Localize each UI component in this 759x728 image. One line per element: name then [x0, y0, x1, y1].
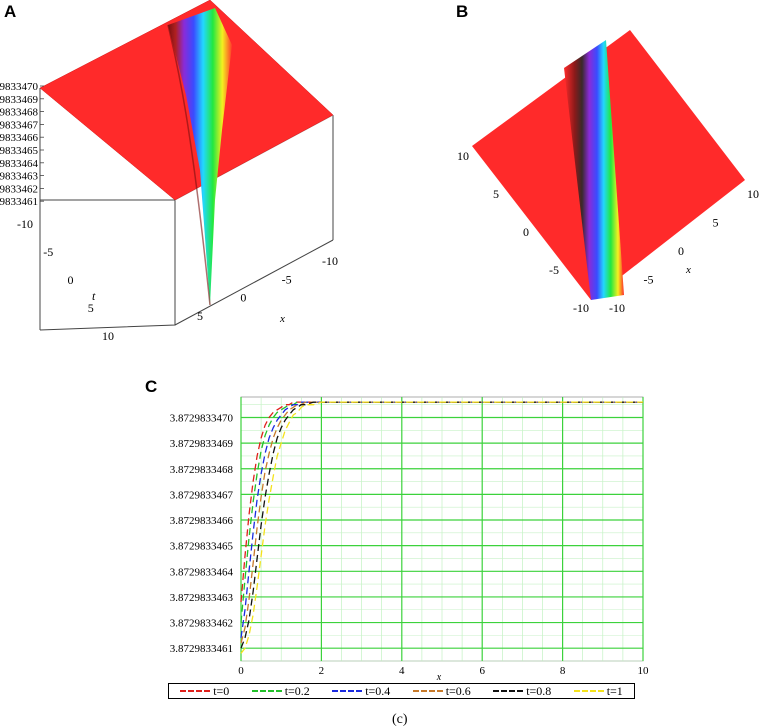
legend-swatch — [573, 690, 604, 692]
legend-item: t=0.8 — [493, 684, 551, 699]
z-tick-label: 729833470 — [0, 81, 39, 93]
panel-a-x-axis-label: x — [279, 313, 285, 325]
x-tick-label: 10 — [638, 665, 650, 677]
legend-item: t=0.2 — [251, 683, 310, 699]
x-tick-label: 0 — [678, 244, 684, 258]
x-tick-label: -10 — [609, 301, 625, 315]
legend-swatch — [412, 690, 443, 692]
y-tick-label: 3.8729833469 — [170, 438, 234, 450]
x-tick-label: -10 — [322, 254, 338, 268]
panel-c-series — [240, 401, 643, 654]
panel-a-soliton-ridge — [167, 24, 211, 306]
panel-c-plot-area — [240, 396, 644, 662]
panel-a-t-ticks: -10 -5 05 10 — [17, 217, 114, 343]
t-tick-label: -5 — [549, 263, 559, 277]
y-tick-label: 3.8729833468 — [170, 464, 234, 476]
t-tick-label: 10 — [102, 329, 114, 343]
t-tick-label: 5 — [493, 187, 499, 201]
x-tick-label: 5 — [197, 309, 203, 323]
series-line-t-0 — [240, 401, 643, 603]
panel-a-t-axis-label: t — [92, 289, 96, 303]
legend-label: t=1 — [606, 683, 623, 698]
legend-label: t=0.6 — [445, 683, 471, 698]
t-tick-label: -10 — [17, 217, 33, 231]
panel-a-box-edge — [174, 239, 334, 326]
z-tick-label: 729833465 — [0, 145, 39, 157]
x-tick-label: 4 — [399, 665, 405, 677]
panel-b-x-ticks: 10 5 0 -5 -10 — [609, 187, 759, 315]
panel-c-legend: t=0 t=0.2 t=0.4 t=0.6 t=0.8 t=1 — [168, 683, 635, 699]
x-tick-label: 2 — [319, 665, 325, 677]
panel-a-label: A — [4, 2, 17, 21]
y-tick-label: 3.8729833463 — [170, 592, 234, 604]
x-tick-label: 5 — [713, 216, 719, 230]
panel-b-t-ticks: 10 5 0 -5 -10 — [457, 149, 589, 315]
series-line-t-0-2 — [240, 401, 643, 623]
x-tick-label: -5 — [644, 273, 654, 287]
x-tick-label: -5 — [282, 272, 292, 286]
legend-label: t=0.2 — [284, 683, 310, 698]
legend-item: t=1 — [573, 683, 623, 699]
panel-a-z-ticks: 7298334707298334697298334687298334677298… — [0, 81, 44, 208]
y-tick-label: 3.8729833462 — [170, 618, 233, 630]
t-tick-label: 0 — [68, 273, 74, 287]
t-tick-label: 5 — [88, 301, 94, 315]
series-line-t-0-8 — [240, 401, 643, 649]
series-line-t-1 — [240, 401, 643, 654]
panel-c-x-axis-label: x — [436, 672, 442, 683]
x-tick-label: 8 — [560, 665, 566, 677]
z-tick-label: 729833467 — [0, 119, 39, 131]
y-tick-label: 3.8729833461 — [170, 643, 233, 655]
legend-label: t=0 — [213, 683, 230, 698]
z-tick-label: 729833469 — [0, 94, 39, 106]
legend-label: t=0.8 — [526, 683, 552, 698]
legend-label: t=0.4 — [365, 683, 391, 698]
t-tick-label: -10 — [573, 301, 589, 315]
panel-a-x-ticks: -10 -5 0 5 — [197, 254, 338, 323]
panel-b-label: B — [456, 2, 469, 21]
series-line-t-0-4 — [240, 401, 643, 638]
panel-a-soliton-ridge — [168, 8, 232, 305]
series-line-t-0-6 — [240, 401, 643, 644]
panel-b-contour-plot: 10 5 0 -5 -10 10 5 0 -5 -10 x — [457, 30, 759, 315]
panel-b-x-axis-label: x — [685, 264, 691, 276]
z-tick-label: 729833461 — [0, 196, 38, 208]
legend-item: t=0.6 — [412, 683, 471, 699]
y-tick-label: 3.8729833465 — [170, 541, 234, 553]
figure-caption-fragment: (c) — [392, 712, 408, 727]
x-tick-label: 0 — [238, 665, 244, 677]
z-tick-label: 729833462 — [0, 183, 38, 195]
panel-a-box-edge — [39, 200, 176, 331]
y-tick-label: 3.8729833470 — [170, 413, 234, 425]
legend-swatch — [332, 690, 363, 692]
y-tick-label: 3.8729833464 — [170, 566, 234, 578]
panel-c-y-ticks: 3.8729833461 3.8729833462 3.8729833463 3.87… — [170, 413, 234, 656]
panel-c-grid — [240, 397, 644, 662]
panel-b-soliton-band — [564, 40, 624, 300]
t-tick-label: -5 — [43, 245, 53, 259]
z-tick-label: 729833463 — [0, 171, 39, 183]
legend-item: t=0 — [180, 684, 229, 699]
legend-swatch — [251, 690, 282, 692]
x-tick-label: 0 — [240, 291, 246, 305]
z-tick-label: 729833466 — [0, 132, 39, 144]
z-tick-label: 729833468 — [0, 107, 39, 119]
legend-swatch — [493, 690, 524, 692]
t-tick-label: 0 — [523, 225, 529, 239]
panel-a-surface-plot: 7298334707298334697298334687298334677298… — [0, 0, 338, 343]
t-tick-label: 10 — [457, 149, 469, 163]
y-tick-label: 3.8729833466 — [170, 515, 234, 527]
panel-c-label: C — [145, 377, 158, 396]
legend-swatch — [180, 690, 211, 692]
z-tick-label: 729833464 — [0, 158, 39, 170]
panel-a-plateau-surface — [39, 0, 334, 201]
panel-c-x-ticks: 0 2 4 6 8 10 — [238, 665, 649, 677]
y-tick-label: 3.8729833467 — [170, 489, 234, 501]
x-tick-label: 6 — [479, 665, 485, 677]
legend-item: t=0.4 — [332, 684, 390, 699]
x-tick-label: 10 — [747, 187, 759, 201]
